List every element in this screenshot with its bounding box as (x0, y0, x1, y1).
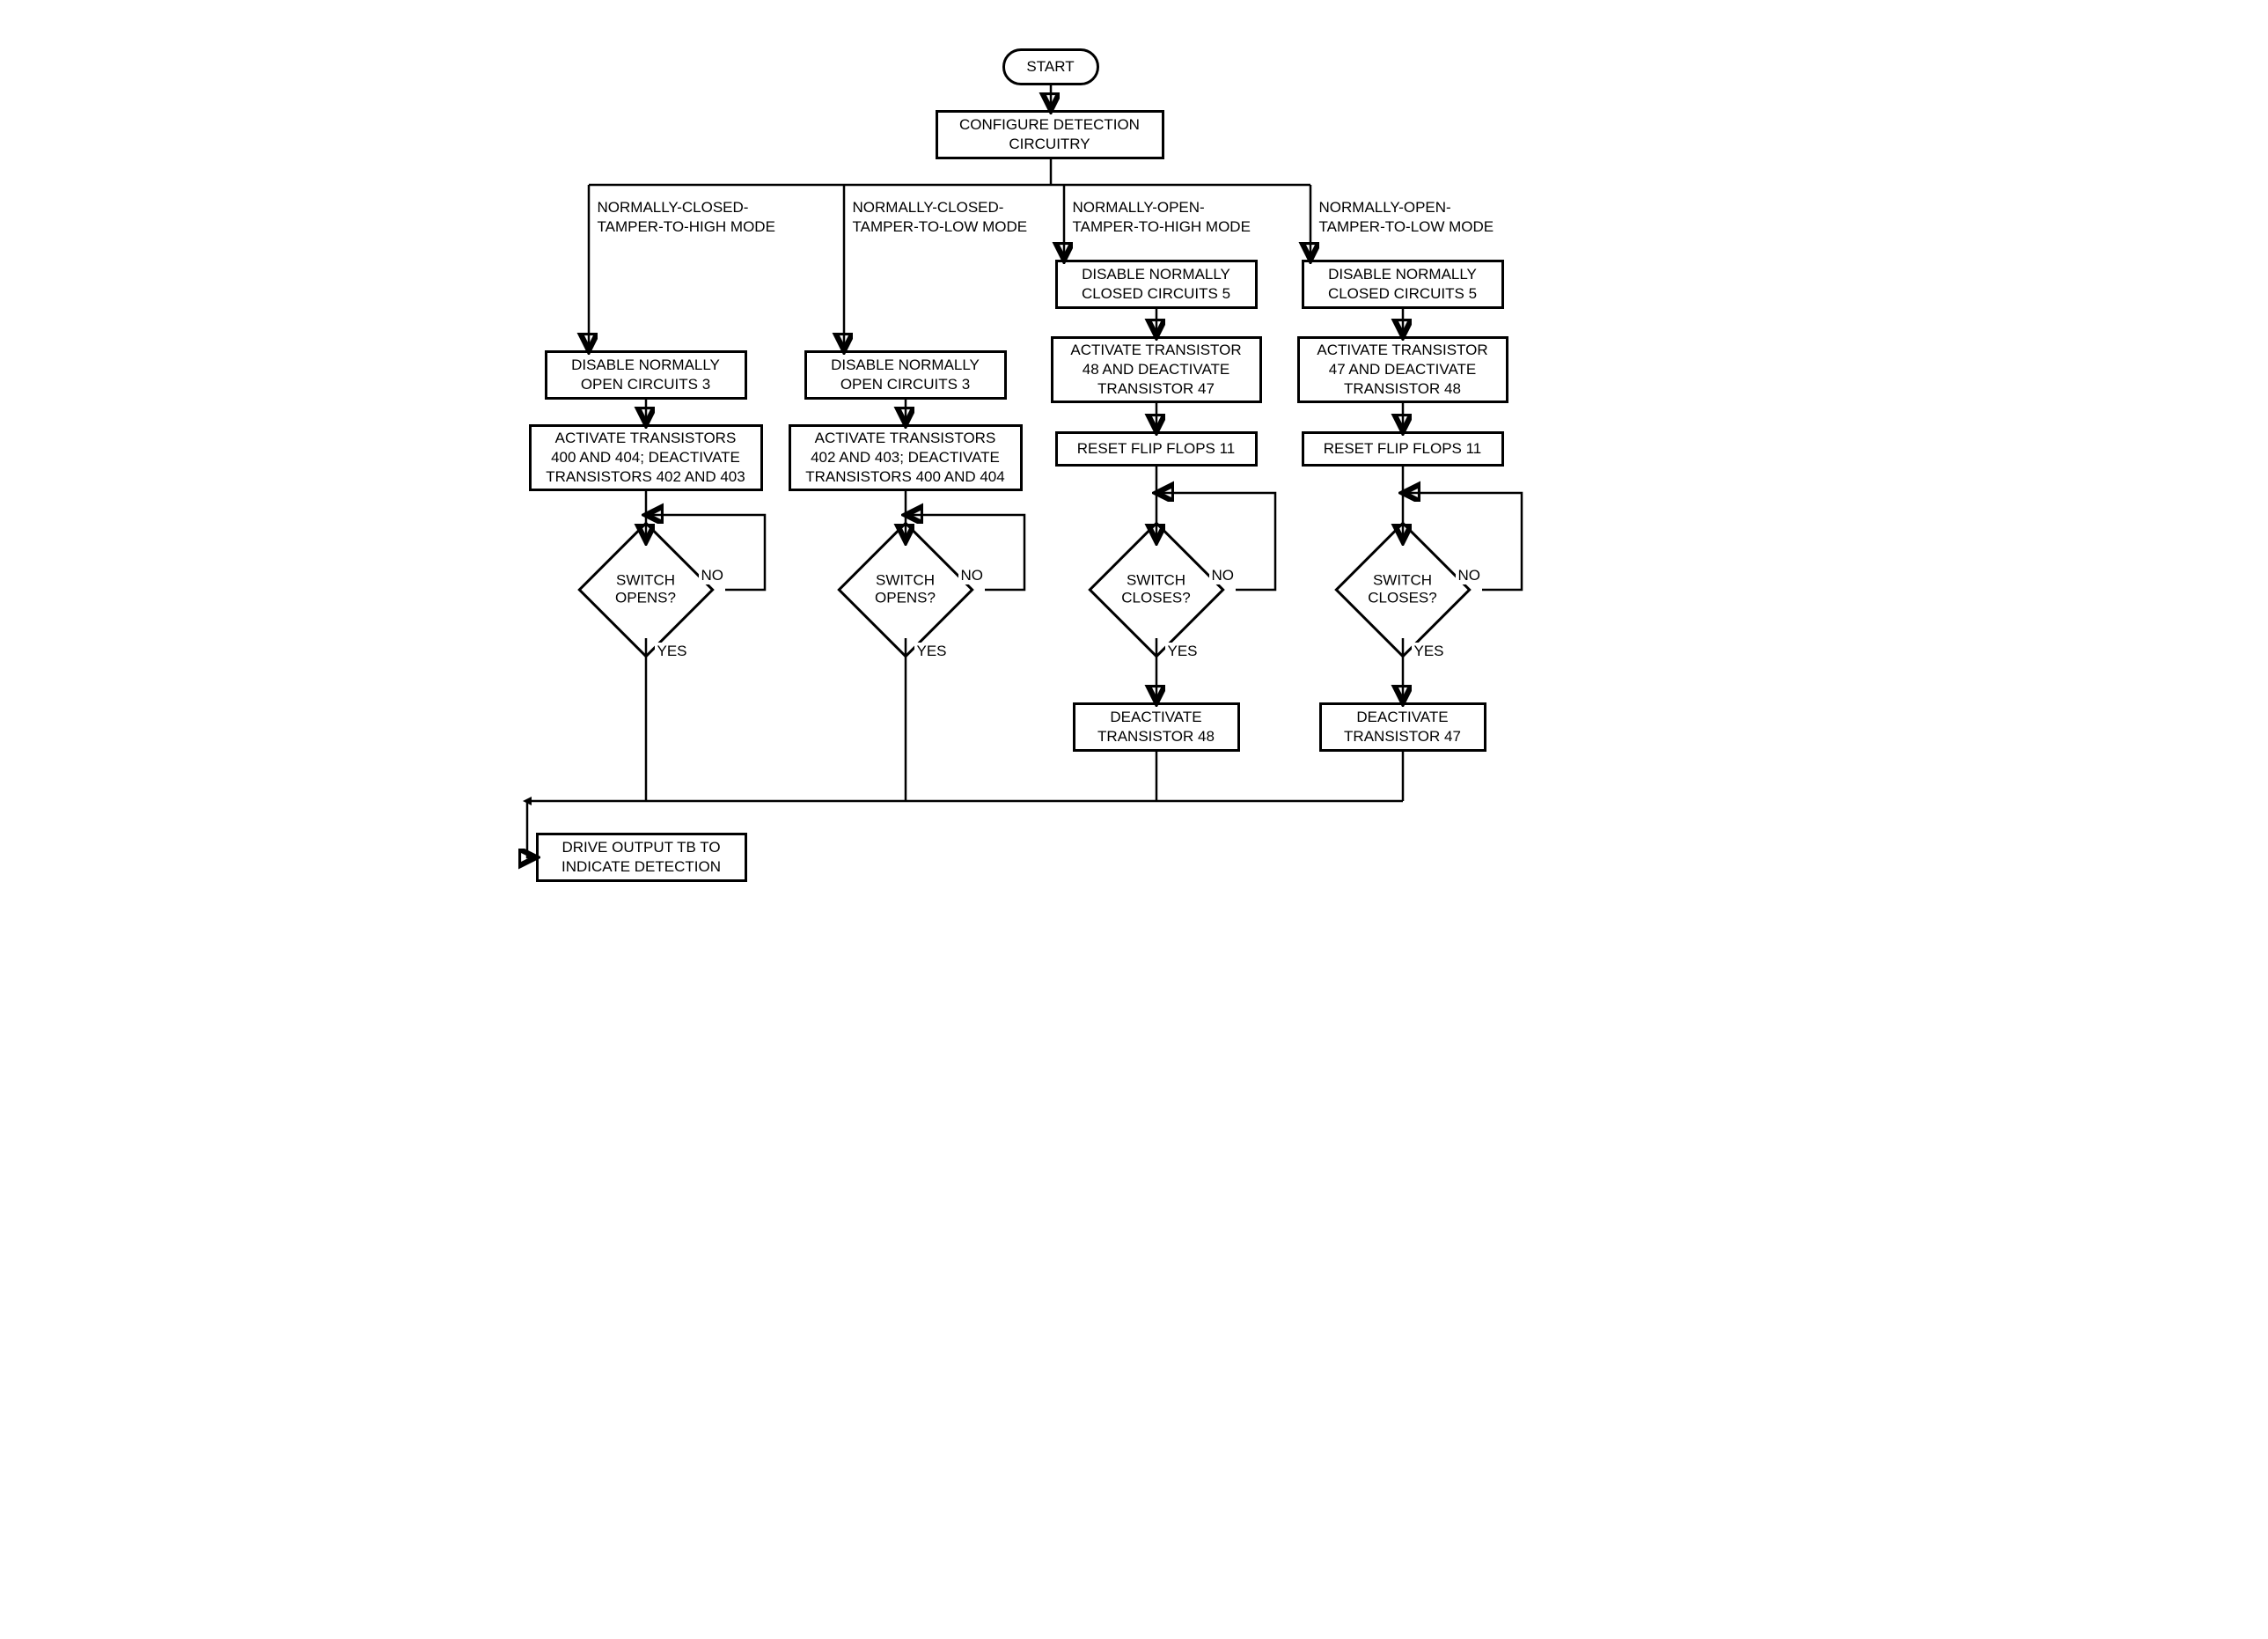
b1-step2: ACTIVATE TRANSISTORS 400 AND 404; DEACTI… (529, 424, 763, 491)
b3-yes-label: YES (1165, 643, 1200, 660)
b1-no-label: NO (699, 567, 727, 584)
b4-no-label: NO (1456, 567, 1484, 584)
b4-step1: DISABLE NORMALLY CLOSED CIRCUITS 5 (1302, 260, 1504, 309)
b3-step3: RESET FLIP FLOPS 11 (1055, 431, 1258, 467)
final-node: DRIVE OUTPUT TB TO INDICATE DETECTION (536, 833, 747, 882)
b2-yes-label: YES (914, 643, 950, 660)
b3-step4: DEACTIVATE TRANSISTOR 48 (1073, 702, 1240, 752)
start-node: START (1002, 48, 1099, 85)
b2-no-label: NO (958, 567, 987, 584)
b1-yes-label: YES (655, 643, 690, 660)
b3-step1: DISABLE NORMALLY CLOSED CIRCUITS 5 (1055, 260, 1258, 309)
b4-yes-label: YES (1412, 643, 1447, 660)
b2-step2: ACTIVATE TRANSISTORS 402 AND 403; DEACTI… (789, 424, 1023, 491)
b3-decision: SWITCH CLOSES? (1077, 541, 1236, 638)
b4-step4: DEACTIVATE TRANSISTOR 47 (1319, 702, 1486, 752)
branch3-label: NORMALLY-OPEN- TAMPER-TO-HIGH MODE (1073, 198, 1251, 237)
branch2-label: NORMALLY-CLOSED- TAMPER-TO-LOW MODE (853, 198, 1028, 237)
b3-step2: ACTIVATE TRANSISTOR 48 AND DEACTIVATE TR… (1051, 336, 1262, 403)
branch4-label: NORMALLY-OPEN- TAMPER-TO-LOW MODE (1319, 198, 1494, 237)
b3-no-label: NO (1209, 567, 1237, 584)
b2-step1: DISABLE NORMALLY OPEN CIRCUITS 3 (804, 350, 1007, 400)
b2-decision: SWITCH OPENS? (826, 541, 985, 638)
b1-step1: DISABLE NORMALLY OPEN CIRCUITS 3 (545, 350, 747, 400)
b4-decision: SWITCH CLOSES? (1324, 541, 1482, 638)
b4-step2: ACTIVATE TRANSISTOR 47 AND DEACTIVATE TR… (1297, 336, 1508, 403)
branch1-label: NORMALLY-CLOSED- TAMPER-TO-HIGH MODE (598, 198, 775, 237)
configure-node: CONFIGURE DETECTION CIRCUITRY (936, 110, 1164, 159)
b4-step3: RESET FLIP FLOPS 11 (1302, 431, 1504, 467)
flowchart-container: START CONFIGURE DETECTION CIRCUITRY NORM… (501, 26, 1768, 924)
b1-decision: SWITCH OPENS? (567, 541, 725, 638)
